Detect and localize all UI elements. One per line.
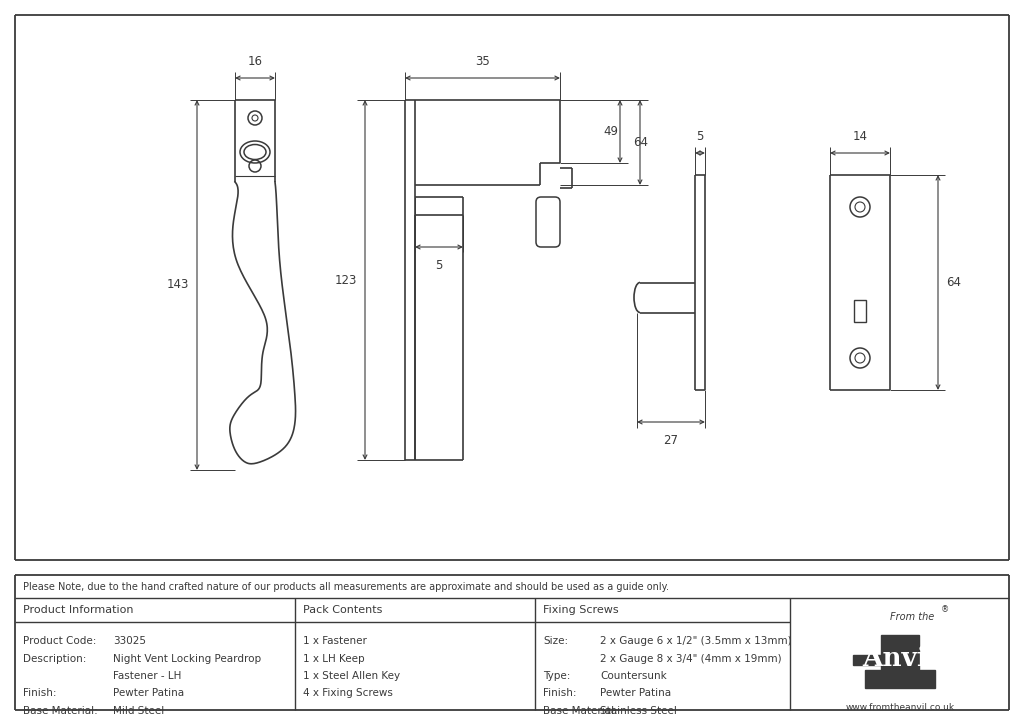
Text: Fixing Screws: Fixing Screws — [543, 605, 618, 615]
Text: Countersunk: Countersunk — [600, 671, 667, 681]
Text: 33025: 33025 — [113, 636, 146, 646]
Text: 16: 16 — [248, 55, 262, 68]
Text: 1 x Steel Allen Key: 1 x Steel Allen Key — [303, 671, 400, 681]
Text: 1 x LH Keep: 1 x LH Keep — [303, 654, 365, 664]
Polygon shape — [853, 655, 881, 665]
Text: 143: 143 — [167, 278, 189, 291]
Text: 64: 64 — [946, 276, 961, 289]
Text: 35: 35 — [475, 55, 489, 68]
Text: 1 x Fastener: 1 x Fastener — [303, 636, 367, 646]
Text: Pack Contents: Pack Contents — [303, 605, 382, 615]
Text: 4 x Fixing Screws: 4 x Fixing Screws — [303, 689, 393, 698]
Text: 5: 5 — [696, 130, 703, 143]
Text: 49: 49 — [603, 125, 618, 138]
Text: 2 x Gauge 6 x 1/2" (3.5mm x 13mm): 2 x Gauge 6 x 1/2" (3.5mm x 13mm) — [600, 636, 792, 646]
Text: Description:: Description: — [23, 654, 86, 664]
Text: Anvil: Anvil — [862, 646, 938, 671]
Text: Fastener - LH: Fastener - LH — [113, 671, 181, 681]
Text: Base Material:: Base Material: — [23, 706, 97, 716]
Text: Size:: Size: — [543, 636, 568, 646]
Text: ®: ® — [941, 605, 949, 615]
Text: 5: 5 — [435, 259, 442, 272]
Polygon shape — [865, 670, 935, 688]
Text: 123: 123 — [335, 273, 357, 286]
Text: Product Information: Product Information — [23, 605, 133, 615]
Text: Pewter Patina: Pewter Patina — [113, 689, 184, 698]
Text: Type:: Type: — [543, 671, 570, 681]
Text: www.fromtheanvil.co.uk: www.fromtheanvil.co.uk — [846, 703, 954, 713]
Text: Pewter Patina: Pewter Patina — [600, 689, 671, 698]
Text: Base Material:: Base Material: — [543, 706, 617, 716]
Text: Stainless Steel: Stainless Steel — [600, 706, 677, 716]
Bar — [854, 300, 866, 322]
Text: Mild Steel: Mild Steel — [113, 706, 164, 716]
Text: Product Code:: Product Code: — [23, 636, 96, 646]
Text: Night Vent Locking Peardrop: Night Vent Locking Peardrop — [113, 654, 261, 664]
Text: 64: 64 — [633, 136, 648, 149]
Text: Please Note, due to the hand crafted nature of our products all measurements are: Please Note, due to the hand crafted nat… — [23, 582, 669, 592]
Text: Finish:: Finish: — [23, 689, 56, 698]
Text: Finish:: Finish: — [543, 689, 577, 698]
Polygon shape — [881, 635, 919, 670]
Text: 27: 27 — [664, 434, 679, 447]
Text: 2 x Gauge 8 x 3/4" (4mm x 19mm): 2 x Gauge 8 x 3/4" (4mm x 19mm) — [600, 654, 781, 664]
Text: From the: From the — [890, 612, 934, 622]
Text: 14: 14 — [853, 130, 867, 143]
